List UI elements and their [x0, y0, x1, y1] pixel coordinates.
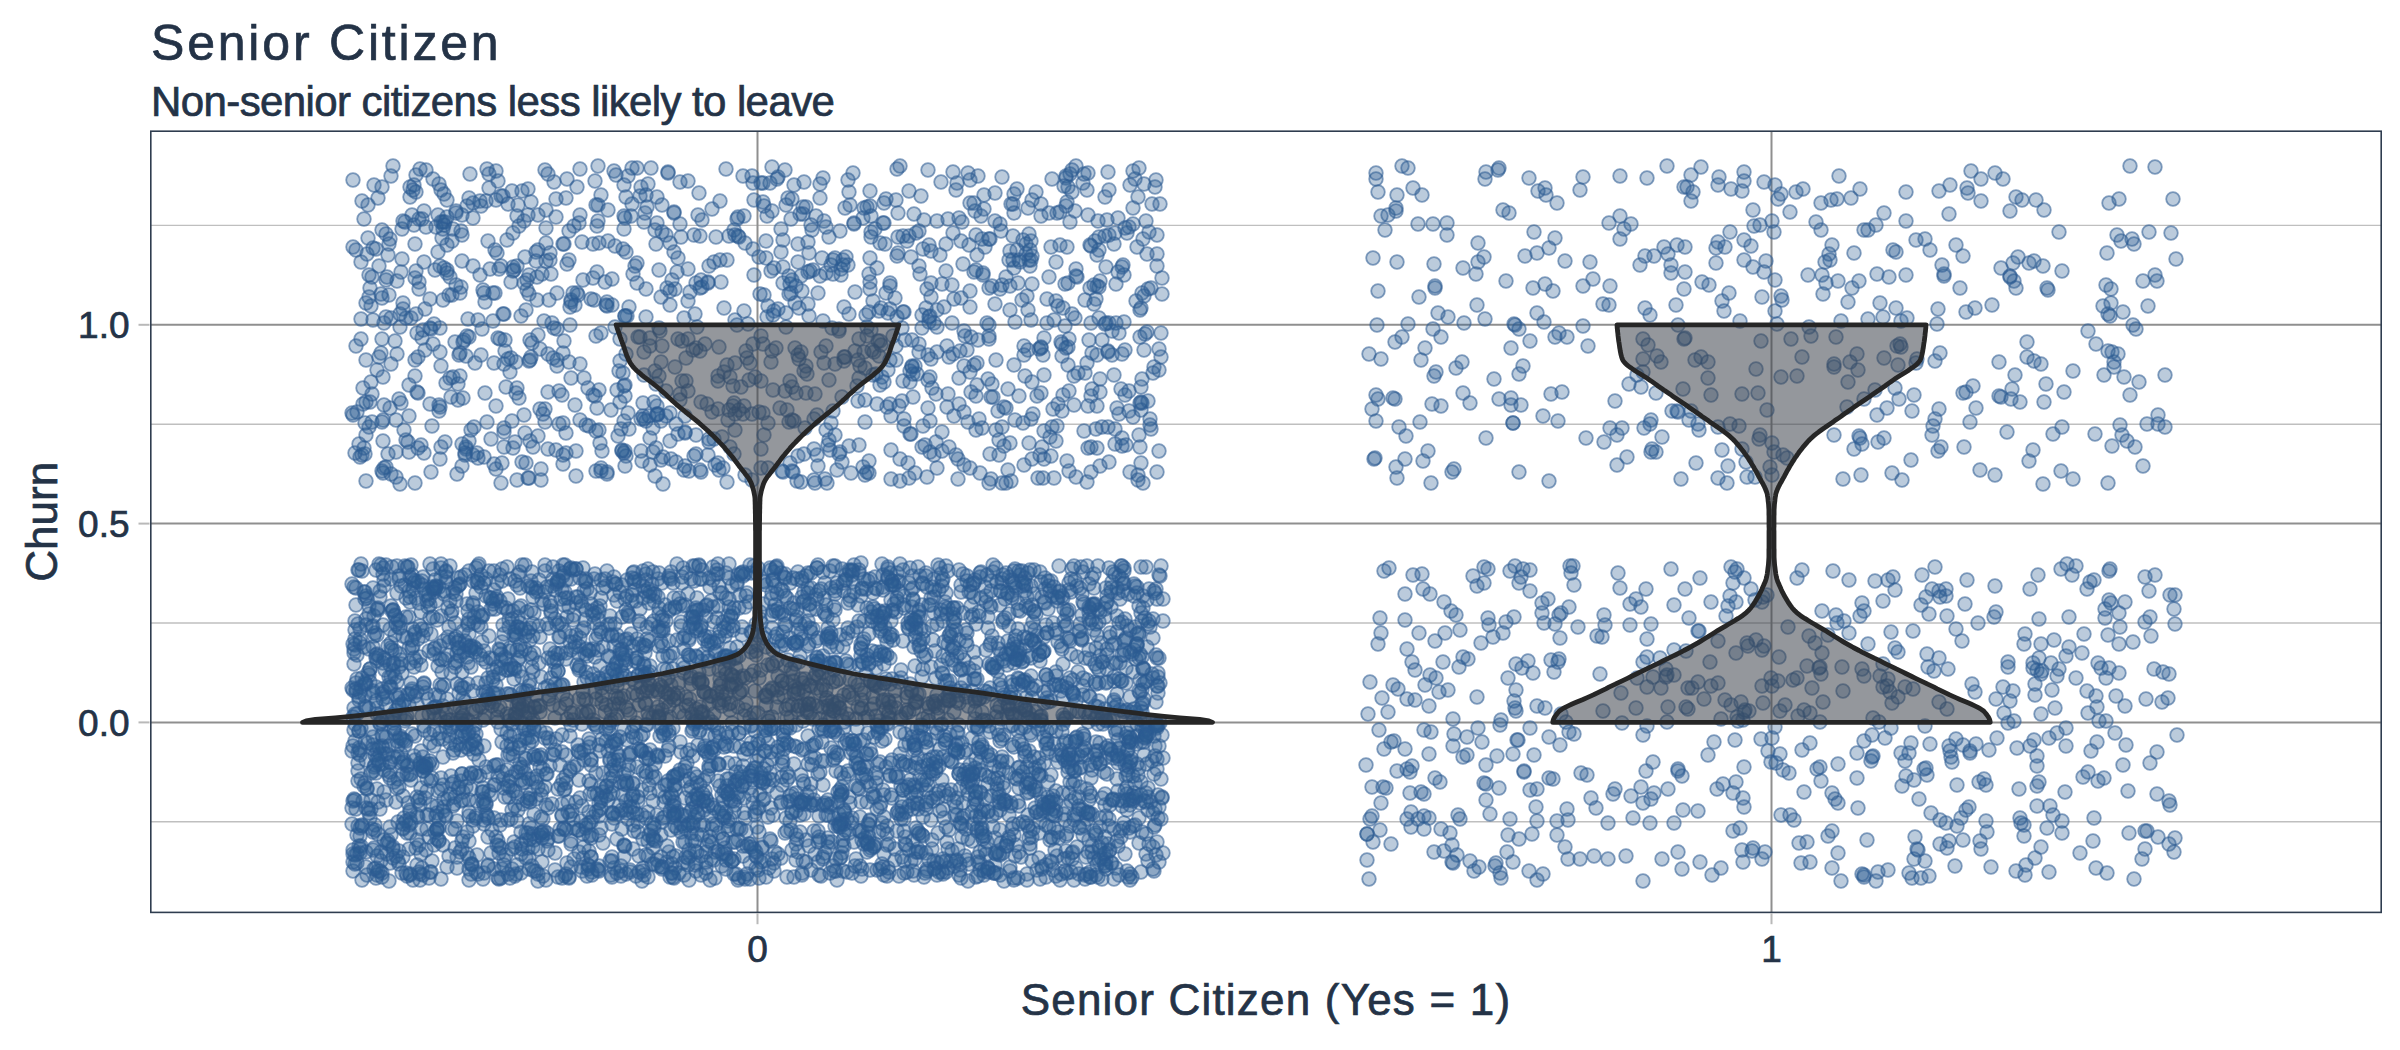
svg-text:0.5: 0.5	[78, 504, 129, 545]
svg-text:Senior Citizen: Senior Citizen	[151, 15, 501, 71]
svg-text:Churn: Churn	[17, 462, 66, 582]
svg-text:0.0: 0.0	[78, 703, 129, 744]
svg-text:0: 0	[747, 929, 768, 970]
svg-text:Senior Citizen (Yes = 1): Senior Citizen (Yes = 1)	[1021, 975, 1512, 1024]
svg-text:Non-senior citizens less likel: Non-senior citizens less likely to leave	[151, 78, 834, 125]
svg-text:1.0: 1.0	[78, 305, 129, 346]
svg-text:1: 1	[1761, 929, 1782, 970]
